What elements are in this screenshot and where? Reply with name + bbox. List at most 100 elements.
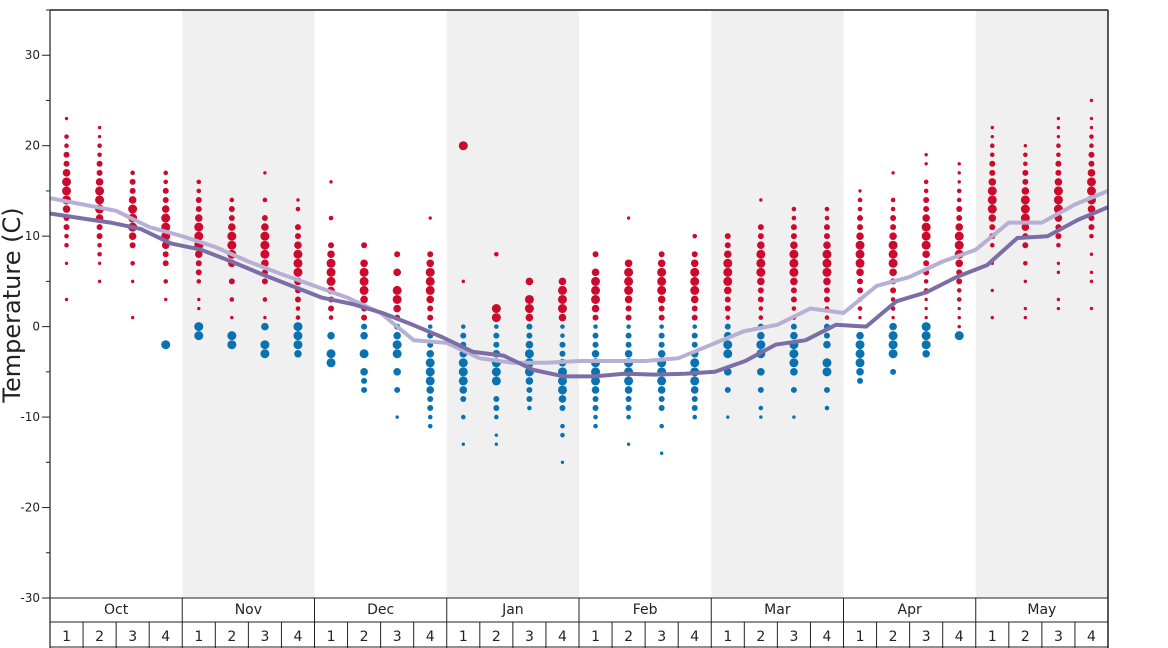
warm-dot — [823, 277, 831, 286]
warm-dot — [790, 224, 797, 231]
warm-dot — [889, 232, 897, 240]
warm-dot — [823, 287, 830, 294]
week-label: 3 — [657, 629, 666, 645]
cold-dot — [294, 349, 302, 358]
week-label: 2 — [95, 629, 104, 645]
cold-dot — [790, 331, 798, 340]
cold-dot — [726, 415, 730, 419]
warm-dot — [723, 267, 733, 277]
warm-dot — [1088, 160, 1095, 167]
y-tick-label: 10 — [25, 229, 40, 243]
cold-dot — [658, 332, 665, 339]
week-label: 4 — [823, 629, 832, 645]
warm-dot — [260, 249, 270, 259]
cold-dot — [427, 324, 433, 329]
cold-dot — [692, 324, 698, 329]
warm-dot — [857, 306, 863, 311]
cold-dot — [491, 376, 501, 386]
warm-dot — [230, 315, 234, 320]
warm-dot — [1089, 134, 1094, 139]
warm-dot — [759, 198, 763, 202]
warm-dot — [888, 240, 898, 250]
warm-dot — [392, 294, 402, 304]
week-label: 3 — [128, 629, 137, 645]
y-tick-label: 0 — [32, 320, 40, 334]
cold-dot — [625, 405, 632, 412]
warm-dot — [954, 231, 964, 241]
week-label: 4 — [161, 629, 170, 645]
cold-dot — [592, 332, 599, 339]
warm-dot — [891, 171, 895, 175]
cold-dot — [659, 451, 664, 455]
y-tick-label: -20 — [20, 501, 40, 515]
week-label: 3 — [393, 629, 402, 645]
warm-dot — [360, 259, 368, 268]
month-band-jan — [446, 10, 579, 598]
cold-dot — [789, 349, 799, 359]
warm-dot — [957, 315, 961, 320]
warm-dot — [756, 258, 766, 268]
week-label: 3 — [789, 629, 798, 645]
cold-dot — [593, 324, 598, 329]
warm-dot — [195, 260, 202, 267]
cold-dot — [524, 349, 534, 359]
warm-dot — [458, 141, 468, 151]
warm-dot — [988, 214, 997, 222]
cold-dot — [560, 460, 565, 465]
warm-dot — [228, 206, 235, 213]
cold-dot — [293, 322, 303, 332]
warm-dot — [692, 233, 698, 239]
warm-dot — [227, 231, 237, 241]
cold-dot — [626, 414, 631, 420]
week-label: 1 — [62, 629, 71, 645]
warm-dot — [889, 268, 897, 277]
month-label-may: May — [1027, 602, 1056, 618]
cold-dot — [757, 386, 764, 393]
warm-dot — [1056, 116, 1061, 121]
warm-dot — [1022, 178, 1029, 185]
cold-dot — [361, 323, 368, 330]
cold-dot — [657, 349, 666, 358]
cold-dot — [723, 349, 733, 359]
warm-dot — [558, 313, 567, 322]
cold-dot — [493, 332, 500, 339]
warm-dot — [658, 314, 665, 321]
warm-dot — [163, 279, 169, 284]
warm-dot — [790, 233, 797, 240]
warm-dot — [690, 295, 699, 304]
cold-dot — [792, 415, 796, 419]
warm-dot — [1089, 252, 1094, 256]
month-label-apr: Apr — [898, 602, 922, 618]
cold-dot — [624, 349, 633, 358]
warm-dot — [328, 215, 334, 221]
cold-dot — [625, 341, 632, 348]
cold-dot — [260, 349, 270, 359]
warm-dot — [923, 179, 929, 185]
warm-dot — [1053, 195, 1063, 205]
cold-dot — [691, 341, 698, 348]
warm-dot — [823, 224, 830, 231]
warm-dot — [922, 250, 930, 259]
warm-dot — [624, 285, 634, 295]
warm-dot — [725, 315, 731, 320]
warm-dot — [924, 315, 928, 320]
cold-dot — [557, 376, 567, 386]
warm-dot — [1023, 315, 1028, 320]
cold-dot — [559, 350, 566, 357]
warm-dot — [461, 279, 465, 284]
warm-dot — [1089, 125, 1094, 130]
week-label: 4 — [558, 629, 567, 645]
cold-dot — [592, 405, 599, 412]
month-shading-bands — [182, 10, 1108, 598]
warm-dot — [427, 305, 434, 312]
warm-dot — [261, 278, 268, 285]
week-label: 4 — [690, 629, 699, 645]
month-label-feb: Feb — [633, 602, 658, 618]
warm-dot — [1088, 224, 1095, 231]
warm-dot — [525, 277, 534, 286]
warm-dot — [724, 242, 731, 249]
cold-dot — [494, 324, 499, 329]
warm-dot — [890, 215, 897, 222]
warm-dot — [690, 259, 699, 268]
